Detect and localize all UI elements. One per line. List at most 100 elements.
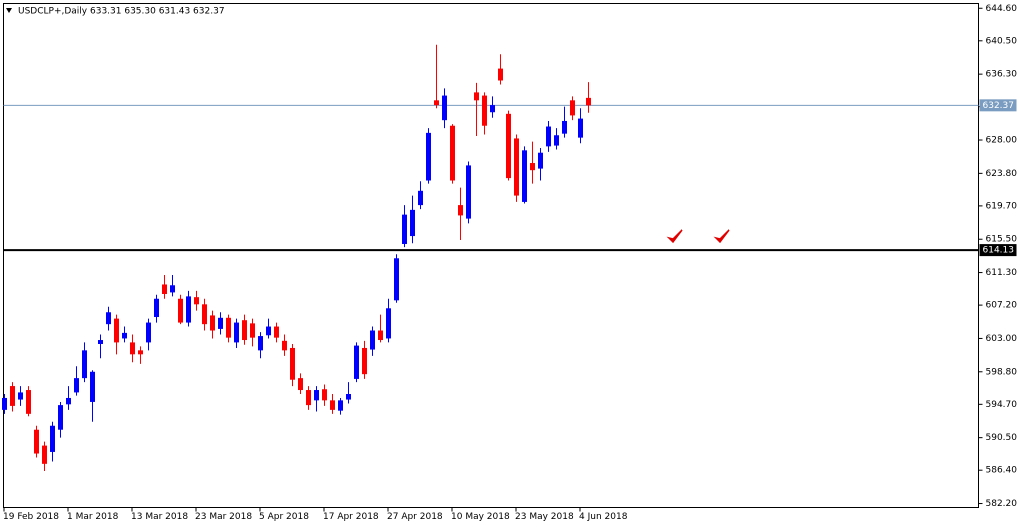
y-tick-label: 640.50 [986,36,1018,46]
candle-body [298,378,303,391]
candle-body [98,340,103,344]
x-tick-label: 13 Mar 2018 [131,512,188,522]
candle-body [434,100,439,106]
y-tick-label: 598.80 [986,367,1018,377]
candle-body [410,209,415,237]
candle-body [106,312,111,325]
candle-body [154,298,159,318]
x-tick-label: 19 Feb 2018 [3,512,59,522]
candle-body [138,350,143,355]
candle-body [386,308,391,339]
candle-body [178,298,183,323]
x-tick-label: 5 Apr 2018 [259,512,309,522]
x-tick-label: 27 Apr 2018 [387,512,443,522]
check-mark [713,229,730,244]
candle-body [2,397,7,410]
y-tick-label: 628.00 [986,136,1018,146]
candle-body [74,378,79,393]
check-mark [666,229,683,244]
plot-frame [3,3,979,508]
candle-body [114,318,119,343]
candle-body [378,330,383,341]
y-tick-label: 590.50 [986,433,1018,443]
candle-body [170,285,175,293]
candle-body [306,390,311,406]
candle-body [258,336,263,351]
candle-body [490,105,495,113]
candle-body [530,163,535,171]
candle-body [290,347,295,380]
candle-body [514,138,519,196]
candle-body [50,425,55,452]
candle-body [202,304,207,325]
candle-body [458,205,463,216]
candle-body [466,165,471,219]
candle-body [442,95,447,121]
y-tick-label: 586.40 [986,466,1018,476]
candle-body [242,320,247,341]
x-tick-label: 1 Mar 2018 [67,512,119,522]
level-label-box [979,244,1017,257]
y-tick-label: 607.20 [986,301,1018,311]
candle-body [130,342,135,355]
level-label: 614.13 [983,246,1015,256]
candle-body [586,97,591,106]
candle-body [522,150,527,202]
candle-body [226,317,231,338]
candle-body [194,297,199,305]
candle-body [362,347,367,375]
candle-body [418,190,423,206]
x-tick-label: 10 May 2018 [451,512,510,522]
candle-body [546,126,551,147]
price-label-box [979,99,1017,112]
candle-body [218,317,223,329]
title-arrow [6,8,12,13]
candle-body [34,429,39,454]
y-tick-label: 603.00 [986,334,1018,344]
candle-body [578,118,583,138]
candle-body [122,332,127,339]
y-tick-label: 615.50 [986,235,1018,245]
x-tick-label: 4 Jun 2018 [579,512,628,522]
y-tick-label: 582.20 [986,499,1018,509]
candle-body [338,400,343,411]
candle-body [370,330,375,350]
candle-body [90,371,95,402]
candle-body [314,390,319,401]
candle-body [474,92,479,101]
price-label: 632.37 [983,101,1015,111]
candle-body [330,400,335,410]
candle-body [498,68,503,81]
chart-title: USDCLP+,Daily 633.31 635.30 631.43 632.3… [18,7,225,17]
candle-body [402,214,407,244]
candle-body [482,95,487,126]
candle-body [538,152,543,169]
candle-body [26,390,31,414]
y-tick-label: 594.70 [986,400,1018,410]
x-tick-label: 23 Mar 2018 [195,512,252,522]
candle-body [570,100,575,116]
candle-body [394,258,399,301]
candle-body [42,445,47,464]
x-tick-label: 17 Apr 2018 [323,512,379,522]
candle-body [346,394,351,400]
candle-body [146,322,151,343]
candle-body [274,326,279,338]
y-tick-label: 611.30 [986,268,1018,278]
candle-body [266,326,271,336]
candle-body [554,135,559,146]
candle-body [234,322,239,343]
candle-body [186,296,191,323]
candle-body [426,132,431,181]
candle-body [282,340,287,351]
candle-body [450,125,455,181]
candle-body [58,405,63,430]
candle-body [18,392,23,400]
candle-body [10,386,15,406]
candle-body [506,113,511,179]
candle-body [66,397,71,405]
candle-body [322,389,327,401]
y-tick-label: 619.70 [986,201,1018,211]
candle-body [250,323,255,338]
